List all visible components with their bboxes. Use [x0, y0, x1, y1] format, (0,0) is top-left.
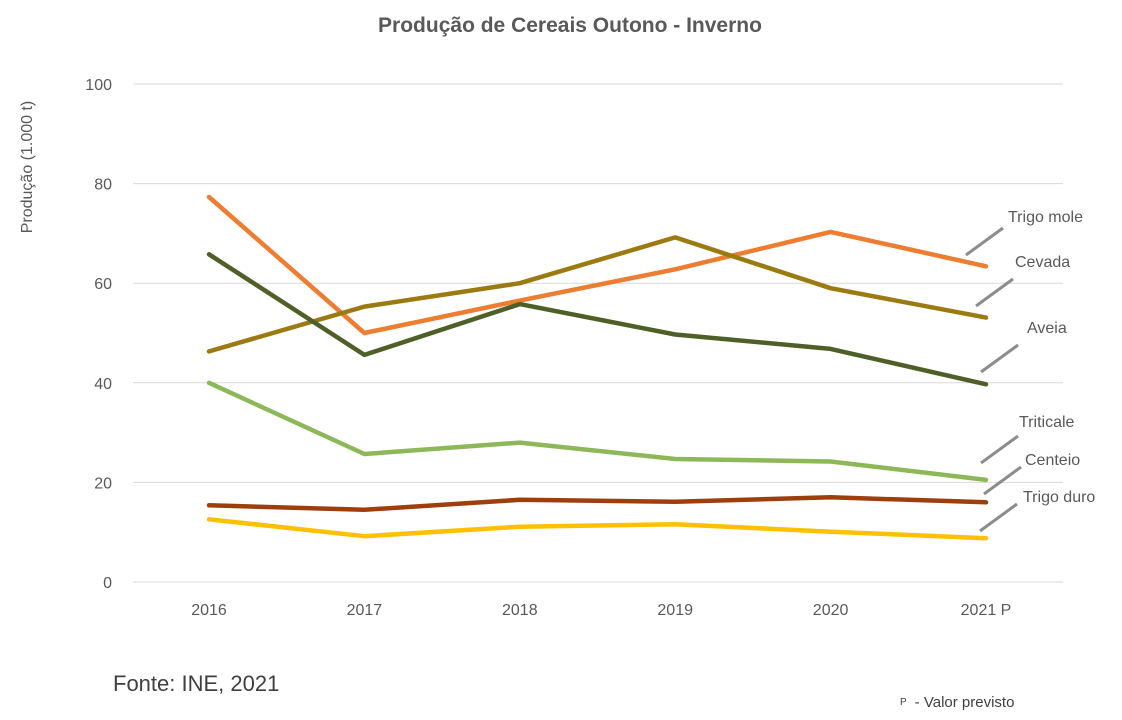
leader-line-trigo-duro	[979, 502, 1018, 533]
y-tick-label: 20	[94, 475, 112, 492]
series-line-cevada	[206, 235, 989, 354]
x-tick-label: 2020	[813, 602, 849, 619]
x-axis-ticks: 2016 2017 2018 2019 2020 2021 P	[191, 602, 1011, 619]
series-label-trigo-duro: Trigo duro	[1023, 489, 1095, 506]
y-tick-label: 40	[94, 376, 112, 393]
series-labels: Trigo mole Cevada Aveia Triticale Centeio Tri…	[965, 209, 1095, 533]
series-label-centeio: Centeio	[1025, 452, 1080, 469]
x-tick-label: 2018	[502, 602, 538, 619]
x-tick-label: 2017	[347, 602, 383, 619]
leader-line-aveia	[980, 343, 1019, 374]
series-line-triticale	[206, 380, 989, 483]
leader-line-centeio	[983, 465, 1022, 496]
series-lines	[206, 194, 989, 541]
y-tick-label: 80	[94, 177, 112, 194]
y-tick-label: 100	[85, 77, 112, 94]
y-axis-ticks: 0 20 40 60 80 100	[85, 77, 112, 592]
x-tick-label: 2019	[657, 602, 693, 619]
series-line-centeio	[206, 495, 989, 513]
y-tick-label: 60	[94, 276, 112, 293]
y-tick-label: 0	[103, 575, 112, 592]
series-label-cevada: Cevada	[1015, 254, 1070, 271]
leader-line-trigo-mole	[965, 226, 1004, 257]
series-line-aveia	[206, 252, 989, 387]
x-tick-label: 2021 P	[961, 602, 1012, 619]
series-label-trigo-mole: Trigo mole	[1008, 209, 1083, 226]
footnote-text: - Valor previsto	[914, 694, 1015, 711]
source-note: Fonte: INE, 2021	[113, 671, 280, 696]
leader-line-triticale	[980, 434, 1019, 465]
series-line-trigo-mole	[206, 194, 989, 336]
series-line-trigo-duro	[206, 517, 989, 541]
footnote: P - Valor previsto	[900, 694, 1014, 711]
series-label-aveia: Aveia	[1027, 320, 1067, 337]
series-label-triticale: Triticale	[1019, 414, 1075, 431]
footnote-mark: P	[900, 697, 907, 708]
chart-title: Produção de Cereais Outono - Inverno	[378, 14, 762, 37]
leader-line-cevada	[975, 277, 1014, 308]
x-tick-label: 2016	[191, 602, 227, 619]
